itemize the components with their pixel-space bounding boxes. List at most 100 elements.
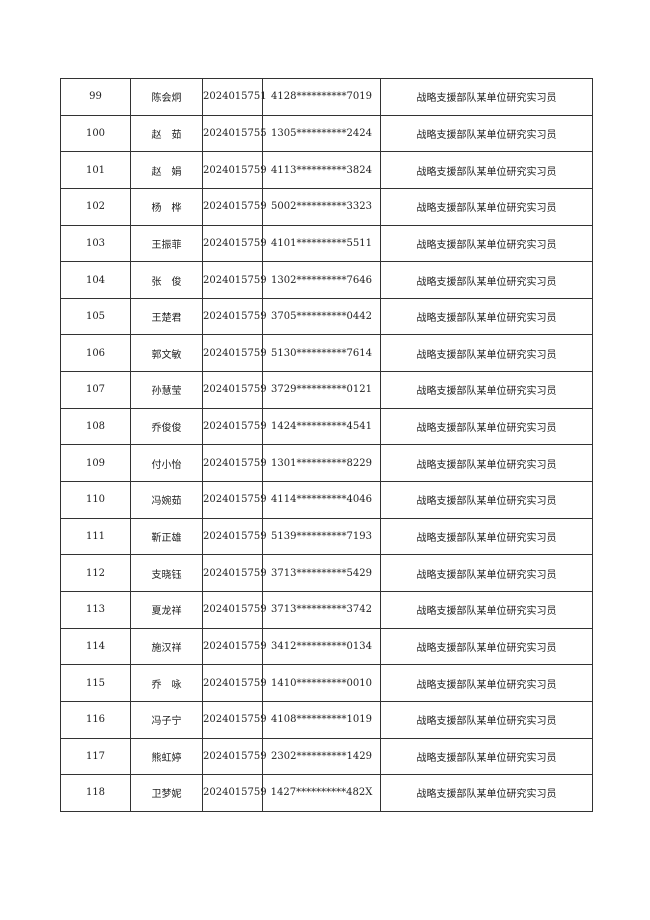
name: 付小怡 bbox=[130, 444, 203, 483]
exam-id: 2024015759 bbox=[202, 481, 267, 519]
id-number: 4114**********4046 bbox=[262, 481, 381, 519]
unit: 战略支援部队某单位研究实习员 bbox=[380, 664, 593, 702]
unit: 战略支援部队某单位研究实习员 bbox=[380, 151, 593, 189]
unit: 战略支援部队某单位研究实习员 bbox=[380, 407, 593, 446]
unit: 战略支援部队某单位研究实习员 bbox=[380, 371, 593, 409]
exam-id: 2024015759 bbox=[202, 151, 267, 189]
name: 靳正雄 bbox=[130, 517, 203, 556]
unit: 战略支援部队某单位研究实习员 bbox=[380, 737, 593, 776]
row-number: 109 bbox=[60, 444, 131, 483]
roster-table: 99 陈会炯 2024015751 4128**********7019 战略支援部队某… bbox=[60, 78, 593, 812]
name: 乔 咏 bbox=[130, 664, 203, 702]
unit: 战略支援部队某单位研究实习员 bbox=[380, 481, 593, 519]
id-number: 3412**********0134 bbox=[262, 627, 381, 666]
row-number: 113 bbox=[60, 590, 131, 629]
table-row: 117 熊虹婷 2024015759 2302**********1429 战略支援部队… bbox=[60, 737, 593, 776]
exam-id: 2024015759 bbox=[202, 737, 267, 776]
id-number: 5002**********3323 bbox=[262, 187, 381, 226]
exam-id: 2024015759 bbox=[202, 444, 267, 483]
row-number: 99 bbox=[60, 78, 131, 116]
unit: 战略支援部队某单位研究实习员 bbox=[380, 78, 593, 116]
name: 孙慧莹 bbox=[130, 371, 203, 409]
table-row: 106 郭文敏 2024015759 5130**********7614 战略支援部队… bbox=[60, 334, 593, 373]
id-number: 4113**********3824 bbox=[262, 151, 381, 189]
id-number: 1424**********4541 bbox=[262, 407, 381, 446]
unit: 战略支援部队某单位研究实习员 bbox=[380, 554, 593, 592]
row-number: 117 bbox=[60, 737, 131, 776]
exam-id: 2024015751 bbox=[202, 78, 267, 116]
unit: 战略支援部队某单位研究实习员 bbox=[380, 590, 593, 629]
id-number: 4108**********1019 bbox=[262, 700, 381, 739]
exam-id: 2024015759 bbox=[202, 700, 267, 739]
exam-id: 2024015759 bbox=[202, 407, 267, 446]
unit: 战略支援部队某单位研究实习员 bbox=[380, 187, 593, 226]
row-number: 114 bbox=[60, 627, 131, 666]
table-row: 112 支晓钰 2024015759 3713**********5429 战略支援部队… bbox=[60, 554, 593, 592]
unit: 战略支援部队某单位研究实习员 bbox=[380, 627, 593, 666]
exam-id: 2024015759 bbox=[202, 224, 267, 263]
row-number: 110 bbox=[60, 481, 131, 519]
exam-id: 2024015759 bbox=[202, 261, 267, 299]
id-number: 1305**********2424 bbox=[262, 114, 381, 153]
unit: 战略支援部队某单位研究实习员 bbox=[380, 297, 593, 336]
name: 支晓钰 bbox=[130, 554, 203, 592]
exam-id: 2024015759 bbox=[202, 187, 267, 226]
unit: 战略支援部队某单位研究实习员 bbox=[380, 444, 593, 483]
row-number: 107 bbox=[60, 371, 131, 409]
row-number: 116 bbox=[60, 700, 131, 739]
id-number: 2302**********1429 bbox=[262, 737, 381, 776]
row-number: 111 bbox=[60, 517, 131, 556]
exam-id: 2024015759 bbox=[202, 774, 267, 812]
table-row: 104 张 俊 2024015759 1302**********7646 战略支援部队… bbox=[60, 261, 593, 299]
unit: 战略支援部队某单位研究实习员 bbox=[380, 517, 593, 556]
table-row: 115 乔 咏 2024015759 1410**********0010 战略支援部队… bbox=[60, 664, 593, 702]
row-number: 115 bbox=[60, 664, 131, 702]
id-number: 4128**********7019 bbox=[262, 78, 381, 116]
table-row: 111 靳正雄 2024015759 5139**********7193 战略支援部队… bbox=[60, 517, 593, 556]
row-number: 104 bbox=[60, 261, 131, 299]
exam-id: 2024015759 bbox=[202, 554, 267, 592]
table-row: 110 冯婉茹 2024015759 4114**********4046 战略支援部队… bbox=[60, 481, 593, 519]
id-number: 1410**********0010 bbox=[262, 664, 381, 702]
table-row: 116 冯子宁 2024015759 4108**********1019 战略支援部队… bbox=[60, 700, 593, 739]
name: 乔俊俊 bbox=[130, 407, 203, 446]
id-number: 1427**********482X bbox=[262, 774, 381, 812]
exam-id: 2024015759 bbox=[202, 590, 267, 629]
table-row: 105 王楚君 2024015759 3705**********0442 战略支援部队… bbox=[60, 297, 593, 336]
unit: 战略支援部队某单位研究实习员 bbox=[380, 774, 593, 812]
name: 赵 茹 bbox=[130, 114, 203, 153]
name: 赵 娟 bbox=[130, 151, 203, 189]
exam-id: 2024015759 bbox=[202, 371, 267, 409]
table-row: 118 卫梦妮 2024015759 1427**********482X 战略支援部队… bbox=[60, 774, 593, 812]
name: 施汉祥 bbox=[130, 627, 203, 666]
table-row: 99 陈会炯 2024015751 4128**********7019 战略支援部队某… bbox=[60, 78, 593, 116]
table-row: 100 赵 茹 2024015755 1305**********2424 战略支援部队… bbox=[60, 114, 593, 153]
name: 熊虹婷 bbox=[130, 737, 203, 776]
table-row: 101 赵 娟 2024015759 4113**********3824 战略支援部队… bbox=[60, 151, 593, 189]
unit: 战略支援部队某单位研究实习员 bbox=[380, 114, 593, 153]
unit: 战略支援部队某单位研究实习员 bbox=[380, 700, 593, 739]
name: 张 俊 bbox=[130, 261, 203, 299]
name: 杨 桦 bbox=[130, 187, 203, 226]
unit: 战略支援部队某单位研究实习员 bbox=[380, 224, 593, 263]
exam-id: 2024015759 bbox=[202, 297, 267, 336]
row-number: 106 bbox=[60, 334, 131, 373]
exam-id: 2024015759 bbox=[202, 334, 267, 373]
id-number: 1301**********8229 bbox=[262, 444, 381, 483]
exam-id: 2024015759 bbox=[202, 664, 267, 702]
name: 郭文敏 bbox=[130, 334, 203, 373]
row-number: 101 bbox=[60, 151, 131, 189]
row-number: 118 bbox=[60, 774, 131, 812]
exam-id: 2024015759 bbox=[202, 517, 267, 556]
table-row: 107 孙慧莹 2024015759 3729**********0121 战略支援部队… bbox=[60, 371, 593, 409]
table-body: 99 陈会炯 2024015751 4128**********7019 战略支援部队某… bbox=[60, 78, 593, 812]
table-row: 102 杨 桦 2024015759 5002**********3323 战略支援部队… bbox=[60, 187, 593, 226]
row-number: 112 bbox=[60, 554, 131, 592]
id-number: 1302**********7646 bbox=[262, 261, 381, 299]
id-number: 3705**********0442 bbox=[262, 297, 381, 336]
exam-id: 2024015759 bbox=[202, 627, 267, 666]
id-number: 4101**********5511 bbox=[262, 224, 381, 263]
name: 夏龙祥 bbox=[130, 590, 203, 629]
unit: 战略支援部队某单位研究实习员 bbox=[380, 261, 593, 299]
